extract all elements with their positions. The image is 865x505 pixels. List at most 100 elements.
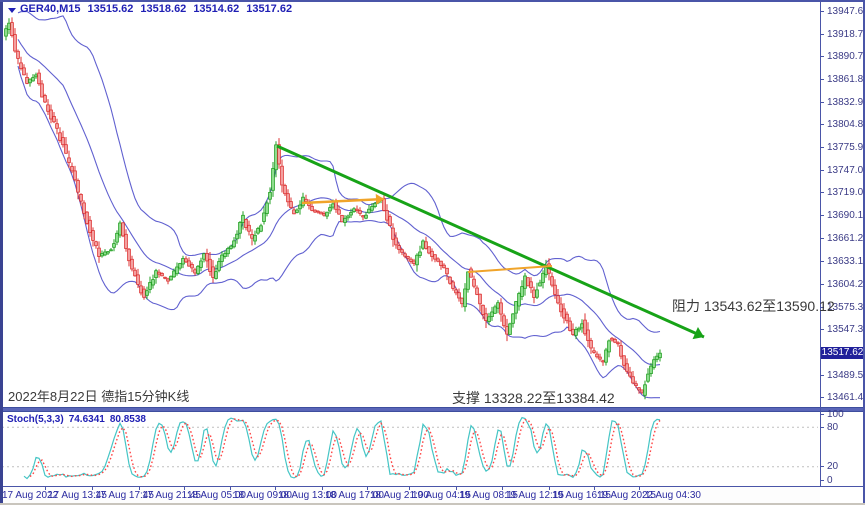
annotation-resistance: 阻力 13543.62至13590.12 — [672, 298, 835, 314]
time-axis-label: 19 Aug 08:15 — [459, 490, 518, 501]
price-axis-tick — [820, 329, 824, 331]
panel-separator[interactable] — [0, 407, 863, 412]
time-axis-tick — [502, 487, 503, 490]
candlestick-series — [4, 17, 662, 400]
price-axis-tick — [820, 306, 824, 308]
time-axis-tick — [456, 487, 457, 490]
price-axis-label: 13918.75 — [827, 28, 865, 40]
price-axis-label: 13633.15 — [827, 255, 865, 267]
time-axis-separator — [0, 486, 863, 487]
time-axis-label: 18 Aug 09:00 — [233, 490, 292, 501]
time-axis-label: 17 Aug 17:45 — [95, 490, 154, 501]
time-axis-label: 19 Aug 16:15 — [552, 490, 611, 501]
price-axis-tick — [820, 375, 824, 377]
time-axis-label: 17 Aug 21:45 — [142, 490, 201, 501]
time-axis-label: 19 Aug 04:15 — [412, 490, 471, 501]
range-arrow-upper[interactable] — [301, 193, 385, 205]
resistance-trendline[interactable] — [276, 144, 705, 340]
range-line-lower[interactable] — [467, 265, 553, 273]
window-top-edge — [0, 0, 865, 2]
price-axis-label: 13575.35 — [827, 301, 865, 313]
stochastic-d-line — [29, 418, 661, 478]
time-axis-tick — [549, 487, 550, 490]
window-right-edge — [863, 0, 865, 505]
main-chart-canvas[interactable] — [0, 0, 820, 407]
price-axis-label: 13661.20 — [827, 233, 865, 245]
price-axis-tick — [820, 397, 824, 399]
time-axis-label: 19 Aug 20:15 — [597, 490, 656, 501]
price-axis-label: 13604.25 — [827, 278, 865, 290]
stochastic-label: Stoch(5,3,3) 74.6341 80.8538 — [7, 414, 151, 425]
time-axis-tick — [275, 487, 276, 490]
price-axis-tick — [820, 33, 824, 35]
price-axis-label: 13861.80 — [827, 73, 865, 85]
time-axis-label: 18 Aug 05:00 — [187, 490, 246, 501]
time-axis-tick — [184, 487, 185, 490]
price-axis-tick — [820, 283, 824, 285]
price-axis-label: 13489.50 — [827, 370, 865, 382]
time-axis-tick — [409, 487, 410, 490]
stochastic-scale-label: 20 — [827, 461, 839, 473]
chart-title: GER40,M15 13515.62 13518.62 13514.62 13517.6… — [20, 3, 292, 15]
window-bottom-edge — [0, 503, 865, 505]
price-axis-label: 13890.70 — [827, 50, 865, 62]
stochastic-scale-tick — [820, 413, 824, 415]
stochastic-scale-label: 0 — [827, 474, 833, 486]
time-axis-tick — [230, 487, 231, 490]
price-axis-tick — [820, 192, 824, 194]
time-axis-tick — [594, 487, 595, 490]
price-axis-tick — [820, 147, 824, 149]
time-axis-label: 18 Aug 21:00 — [370, 490, 429, 501]
price-axis-tick — [820, 238, 824, 240]
time-axis-tick — [367, 487, 368, 490]
stochastic-canvas[interactable] — [0, 412, 820, 486]
quote-low: 13514.62 — [193, 3, 240, 15]
symbol-timeframe-label: GER40,M15 — [20, 3, 81, 15]
time-axis-tick — [139, 487, 140, 490]
time-axis-tick — [639, 487, 640, 490]
time-axis-label: 18 Aug 17:00 — [325, 490, 384, 501]
price-axis-label: 13947.65 — [827, 5, 865, 17]
time-axis[interactable]: 17 Aug 2022 17 Aug 13:45 17 Aug 17:45 17 Au… — [0, 487, 820, 503]
current-price-tag: 13517.62 — [821, 347, 864, 360]
price-axis-label: 13690.10 — [827, 210, 865, 222]
time-axis-tick — [92, 487, 93, 490]
price-axis-label: 13747.05 — [827, 165, 865, 177]
price-axis-tick — [820, 215, 824, 217]
quote-open: 13515.62 — [87, 3, 134, 15]
time-axis-label: 18 Aug 13:00 — [278, 490, 337, 501]
time-axis-label: 17 Aug 13:45 — [48, 490, 107, 501]
time-axis-label: 19 Aug 12:15 — [505, 490, 564, 501]
stochastic-k-value: 74.6341 — [68, 414, 105, 425]
bollinger-bands — [17, 10, 661, 399]
price-axis-label: 13547.30 — [827, 324, 865, 336]
price-axis[interactable]: 13517.62 13947.65 13918.75 13890.70 13861.8… — [820, 0, 865, 487]
stochastic-scale-label: 80 — [827, 421, 839, 433]
price-axis-tick — [820, 55, 824, 57]
time-axis-tick — [45, 487, 46, 490]
price-axis-tick — [820, 10, 824, 12]
stochastic-name: Stoch(5,3,3) — [7, 414, 64, 425]
price-axis-tick — [820, 101, 824, 103]
price-axis-label: 13719.00 — [827, 187, 865, 199]
price-axis-tick — [820, 124, 824, 126]
price-axis-tick — [820, 260, 824, 262]
price-axis-tick — [820, 78, 824, 80]
chart-menu-icon[interactable] — [8, 8, 16, 13]
price-axis-label: 13461.45 — [827, 392, 865, 404]
stochastic-scale-tick — [820, 479, 824, 481]
stochastic-d-value: 80.8538 — [109, 414, 146, 425]
price-axis-label: 13775.95 — [827, 142, 865, 154]
quote-high: 13518.62 — [140, 3, 187, 15]
stochastic-scale-tick — [820, 426, 824, 428]
time-axis-label: 17 Aug 2022 — [2, 490, 59, 501]
annotation-caption: 2022年8月22日 德指15分钟K线 — [8, 389, 190, 404]
price-axis-label: 13832.90 — [827, 96, 865, 108]
stochastic-k-line — [23, 416, 661, 480]
price-axis-separator — [820, 0, 821, 487]
stochastic-scale-tick — [820, 466, 824, 468]
time-axis-tick — [322, 487, 323, 490]
price-axis-tick — [820, 170, 824, 172]
current-price-value: 13517.62 — [821, 347, 864, 359]
